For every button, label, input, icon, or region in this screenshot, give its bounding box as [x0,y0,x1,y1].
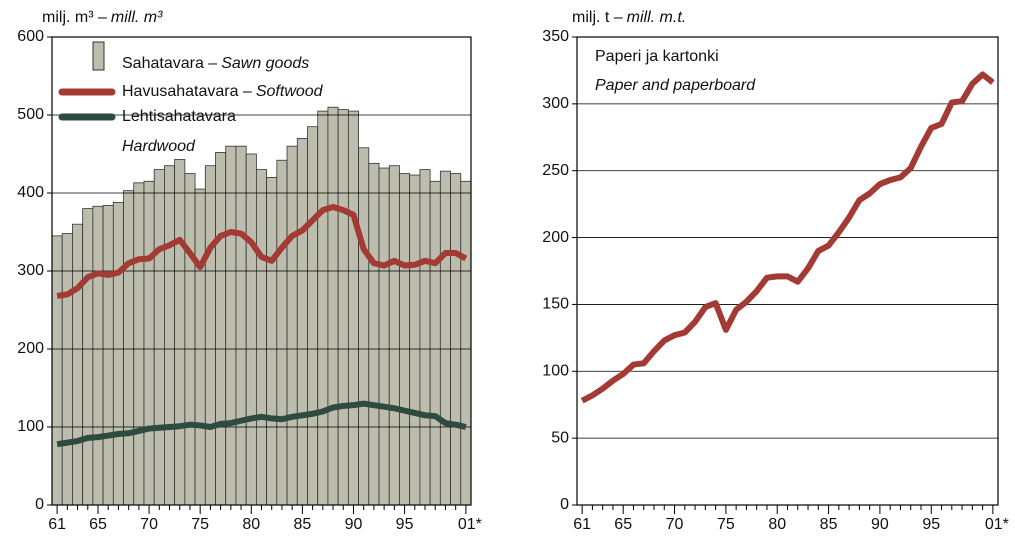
bar [133,182,145,506]
x-tick-label: 75 [191,516,209,533]
y-tick-label: 300 [17,262,44,279]
y-tick-label: 300 [542,95,569,112]
x-tick-label: 70 [666,516,684,533]
y-tick-label: 0 [35,496,44,513]
bar [112,201,124,506]
unit-label-en: mill. m³ [111,9,163,26]
unit-label: milj. m³ – [42,9,107,26]
bar [358,147,370,506]
x-tick-label: 01* [985,516,1009,533]
legend-name-en: Softwood [256,83,324,100]
bar [51,235,63,506]
x-tick-label: 95 [922,516,940,533]
annotation-en: Paper and paperboard [595,77,756,94]
y-tick-label: 150 [542,296,569,313]
x-tick-label: 85 [293,516,311,533]
bar [347,110,359,506]
unit-label-en: mill. m.t. [627,9,687,26]
bar [82,208,94,506]
line [580,71,995,404]
bar [337,109,349,506]
bar [164,165,176,506]
bar [378,167,390,506]
bar [255,169,268,506]
bar [174,159,186,506]
plot-area [577,37,998,505]
bar [266,176,278,506]
unit-label: milj. t – [572,9,623,26]
x-tick-label: 75 [717,516,735,533]
y-tick-label: 200 [17,340,44,357]
bar [61,233,73,506]
x-tick-label: 61 [573,516,591,533]
bar [439,170,451,506]
y-tick-label: 100 [542,363,569,380]
y-tick-label: 250 [542,162,569,179]
x-tick-label: 65 [614,516,632,533]
x-tick-label: 65 [89,516,107,533]
x-tick-label: 90 [871,516,889,533]
bar [307,126,319,506]
axis-unit-label: milj. m³ – mill. m³ [42,9,163,26]
legend-name: Lehtisahatavara [122,108,236,125]
bar [388,165,400,506]
x-tick-label: 61 [48,516,66,533]
axis-unit-label: milj. t – mill. m.t. [572,9,686,26]
bar [317,110,329,506]
bar [215,152,227,506]
y-tick-label: 200 [542,229,569,246]
legend-swatch [92,41,105,71]
bar [92,205,104,506]
x-tick-label: 85 [820,516,838,533]
bar [450,173,462,506]
bar [235,145,247,506]
legend-label-en: Hardwood [122,138,196,155]
legend-name-en: Sawn goods [221,55,309,72]
line [56,204,468,299]
bar [409,174,421,506]
bar [184,173,196,506]
bar [204,165,216,506]
x-tick-label: 90 [345,516,363,533]
y-tick-label: 50 [551,429,569,446]
bar [286,145,298,506]
y-tick-label: 600 [17,28,44,45]
chart: milj. m³ – mill. m³ 0 100 200 300 400 500 600 61 6… [17,9,482,533]
bar [102,205,114,506]
bar [245,153,257,506]
bar [429,180,441,506]
y-tick-label: 100 [17,418,44,435]
y-tick-label: 350 [542,28,569,45]
legend-name: Havusahatavara – [122,83,252,100]
annotation: Paperi ja kartonki [595,48,719,65]
x-tick-label: 70 [140,516,158,533]
y-tick-label: 0 [560,496,569,513]
bar [460,180,472,506]
bar [399,173,411,506]
bar [276,159,288,506]
x-tick-label: 01* [458,516,482,533]
bar [225,145,237,506]
x-tick-label: 80 [242,516,260,533]
bar [153,169,165,506]
y-tick-label: 400 [17,184,44,201]
legend-label: Lehtisahatavara [122,108,236,125]
legend-label: Sahatavara – Sawn goods [122,55,309,72]
bar [368,162,380,506]
bar [72,223,84,506]
bar [419,169,431,506]
legend-name: Sahatavara – [122,55,217,72]
bar [143,180,155,506]
line [56,400,467,448]
legend-label: Havusahatavara – Softwood [122,83,324,100]
x-tick-label: 95 [396,516,414,533]
y-tick-label: 500 [17,106,44,123]
chart: milj. t – mill. m.t. 0 50 100 150 200 250 300 350… [542,9,1009,533]
x-tick-label: 80 [768,516,786,533]
bar [327,106,339,506]
bar [123,190,135,506]
bar [194,188,206,506]
